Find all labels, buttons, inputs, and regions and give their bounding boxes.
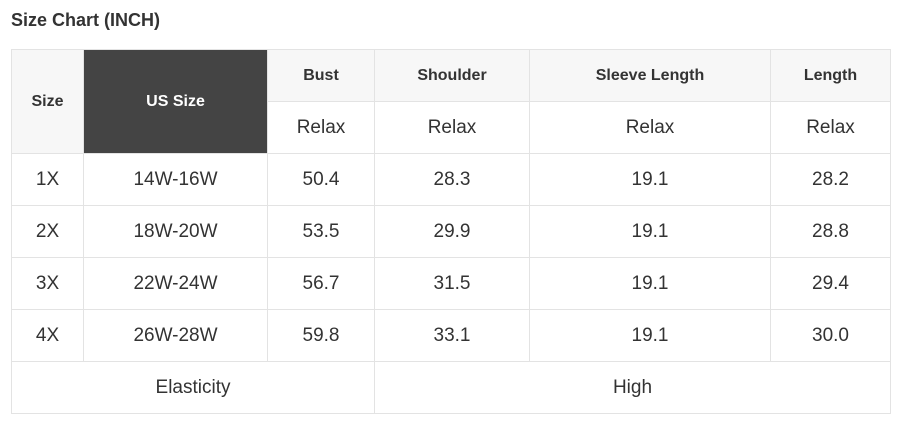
table-cell: 3X xyxy=(11,257,84,310)
table-cell: 31.5 xyxy=(374,257,530,310)
table-cell: 19.1 xyxy=(529,153,771,206)
table-cell: 33.1 xyxy=(374,309,530,362)
elasticity-label: Elasticity xyxy=(11,361,375,414)
subheader-row: Relax Relax Relax Relax xyxy=(12,101,891,154)
header-length: Length xyxy=(770,49,891,102)
table-cell: 19.1 xyxy=(529,257,771,310)
table-row: 3X 22W-24W 56.7 31.5 19.1 29.4 xyxy=(11,257,891,310)
size-chart-table: Size US Size Bust Shoulder Sleeve Length… xyxy=(11,49,891,414)
elasticity-value: High xyxy=(374,361,891,414)
header-row: Size US Size Bust Shoulder Sleeve Length… xyxy=(11,49,891,154)
header-shoulder: Shoulder xyxy=(374,49,530,102)
table-cell: 28.3 xyxy=(374,153,530,206)
header-sleeve-length: Sleeve Length xyxy=(529,49,771,102)
table-row: 1X 14W-16W 50.4 28.3 19.1 28.2 xyxy=(11,153,891,206)
table-cell: 59.8 xyxy=(267,309,375,362)
table-cell: 18W-20W xyxy=(83,205,268,258)
subheader-cell: Relax xyxy=(770,101,891,154)
table-cell: 53.5 xyxy=(267,205,375,258)
table-cell: 29.4 xyxy=(770,257,891,310)
header-size: Size xyxy=(11,49,84,154)
table-cell: 56.7 xyxy=(267,257,375,310)
table-row: 2X 18W-20W 53.5 29.9 19.1 28.8 xyxy=(11,205,891,258)
table-cell: 4X xyxy=(11,309,84,362)
table-cell: 28.2 xyxy=(770,153,891,206)
table-cell: 28.8 xyxy=(770,205,891,258)
page-title: Size Chart (INCH) xyxy=(11,10,161,30)
table-cell: 26W-28W xyxy=(83,309,268,362)
table-cell: 29.9 xyxy=(374,205,530,258)
table-cell: 1X xyxy=(11,153,84,206)
table-cell: 22W-24W xyxy=(83,257,268,310)
header-bust: Bust xyxy=(267,49,375,102)
subheader-cell: Relax xyxy=(529,101,771,154)
table-cell: 19.1 xyxy=(529,309,771,362)
table-cell: 19.1 xyxy=(529,205,771,258)
table-cell: 2X xyxy=(11,205,84,258)
table-cell: 30.0 xyxy=(770,309,891,362)
header-us-size: US Size xyxy=(83,49,268,154)
table-cell: 14W-16W xyxy=(83,153,268,206)
subheader-cell: Relax xyxy=(267,101,375,154)
footer-row: Elasticity High xyxy=(11,361,891,414)
table-cell: 50.4 xyxy=(267,153,375,206)
subheader-cell: Relax xyxy=(374,101,530,154)
table-row: 4X 26W-28W 59.8 33.1 19.1 30.0 xyxy=(11,309,891,362)
